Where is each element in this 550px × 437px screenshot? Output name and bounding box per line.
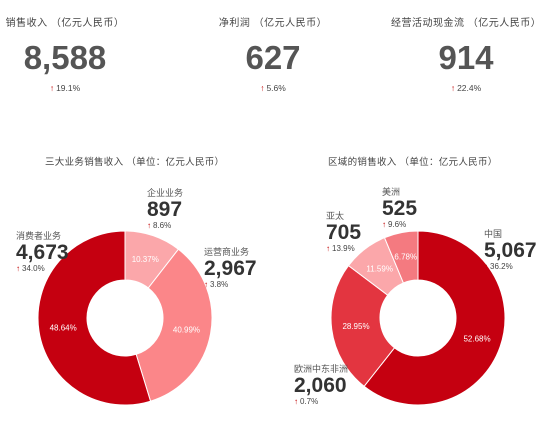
callout-name: 运营商业务 xyxy=(204,247,250,257)
callout-change: ↑ 34.0% xyxy=(16,264,69,273)
kpi-change: ↑ 22.4% xyxy=(391,83,541,93)
callout-name: 中国 xyxy=(484,229,503,239)
callout-value: 897 xyxy=(147,198,183,221)
callout-change: ↑ 3.8% xyxy=(204,280,257,289)
slice-percent-label: 40.99% xyxy=(173,325,200,334)
donut-slice xyxy=(363,230,506,406)
kpi-change-value: 5.6% xyxy=(266,83,286,93)
kpi-title: 经营活动现金流 （亿元人民币） xyxy=(391,18,542,29)
kpi-title: 销售收入 （亿元人民币） xyxy=(5,18,125,29)
kpi-change-value: 22.4% xyxy=(457,83,482,93)
kpi-change: ↑ 19.1% xyxy=(0,83,140,93)
up-arrow-icon: ↑ xyxy=(450,83,456,93)
up-arrow-icon: ↑ xyxy=(147,221,151,230)
callout-name: 欧洲中东非洲 xyxy=(294,364,349,374)
kpi-title: 净利润 （亿元人民币） xyxy=(218,18,328,29)
callout-change: ↑ 36.2% xyxy=(484,262,537,271)
kpi-net-profit: 净利润 （亿元人民币） 627 ↑ 5.6% xyxy=(198,14,348,93)
region-chart-title: 区域的销售收入 （单位：亿元人民币） xyxy=(328,157,498,168)
callout-enterprise: 企业业务 897 ↑ 8.6% xyxy=(147,186,183,230)
kpi-sales-revenue: 销售收入 （亿元人民币） 8,588 ↑ 19.1% xyxy=(0,14,140,93)
callout-emea: 欧洲中东非洲 2,060 ↑ 0.7% xyxy=(294,362,348,406)
slice-percent-label: 11.59% xyxy=(366,265,393,274)
slice-percent-label: 48.64% xyxy=(50,323,77,332)
callout-name: 美洲 xyxy=(382,187,401,197)
donut-slice xyxy=(383,230,419,284)
slice-percent-label: 6.78% xyxy=(394,253,417,262)
business-chart-title: 三大业务销售收入 （单位：亿元人民币） xyxy=(45,157,225,168)
callout-apac: 亚太 705 ↑ 13.9% xyxy=(326,209,361,253)
callout-china: 中国 5,067 ↑ 36.2% xyxy=(484,227,537,271)
donut-slice xyxy=(37,230,152,406)
kpi-value: 914 xyxy=(438,39,494,76)
up-arrow-icon: ↑ xyxy=(49,83,55,93)
callout-value: 5,067 xyxy=(484,239,537,262)
callout-change-value: 13.9% xyxy=(332,244,355,253)
up-arrow-icon: ↑ xyxy=(16,264,20,273)
callout-change-value: 36.2% xyxy=(490,262,513,271)
callout-value: 525 xyxy=(382,197,418,220)
kpi-change-value: 19.1% xyxy=(56,83,81,93)
callout-value: 4,673 xyxy=(16,241,69,264)
callout-change-value: 3.8% xyxy=(210,280,229,289)
slice-percent-label: 52.68% xyxy=(463,334,490,343)
slice-percent-label: 28.95% xyxy=(342,322,369,331)
donut-slice xyxy=(330,264,396,388)
up-arrow-icon: ↑ xyxy=(484,262,488,271)
callout-change-value: 8.6% xyxy=(153,221,172,230)
kpi-operating-cash-flow: 经营活动现金流 （亿元人民币） 914 ↑ 22.4% xyxy=(391,14,541,93)
callout-change-value: 34.0% xyxy=(22,264,45,273)
callout-change: ↑ 13.9% xyxy=(326,244,361,253)
callout-change: ↑ 0.7% xyxy=(294,397,348,406)
callout-name: 企业业务 xyxy=(147,188,184,198)
callout-change-value: 9.6% xyxy=(388,220,407,229)
callout-value: 2,060 xyxy=(294,374,347,397)
callout-value: 705 xyxy=(326,221,362,244)
up-arrow-icon: ↑ xyxy=(260,83,265,93)
callout-value: 2,967 xyxy=(204,257,257,280)
callout-carrier: 运营商业务 2,967 ↑ 3.8% xyxy=(204,245,257,289)
up-arrow-icon: ↑ xyxy=(382,220,386,229)
callout-consumer: 消费者业务 4,673 ↑ 34.0% xyxy=(16,229,69,273)
callout-name: 亚太 xyxy=(326,211,345,221)
donut-slice xyxy=(135,248,213,402)
callout-americas: 美洲 525 ↑ 9.6% xyxy=(382,185,417,229)
kpi-value: 627 xyxy=(245,39,301,76)
slice-percent-label: 10.37% xyxy=(132,255,159,264)
up-arrow-icon: ↑ xyxy=(294,397,298,406)
callout-change: ↑ 8.6% xyxy=(147,221,183,230)
callout-change-value: 0.7% xyxy=(300,397,319,406)
kpi-change: ↑ 5.6% xyxy=(198,83,348,93)
up-arrow-icon: ↑ xyxy=(326,244,330,253)
callout-change: ↑ 9.6% xyxy=(382,220,417,229)
kpi-value: 8,588 xyxy=(23,39,107,76)
up-arrow-icon: ↑ xyxy=(204,280,208,289)
callout-name: 消费者业务 xyxy=(16,231,62,241)
